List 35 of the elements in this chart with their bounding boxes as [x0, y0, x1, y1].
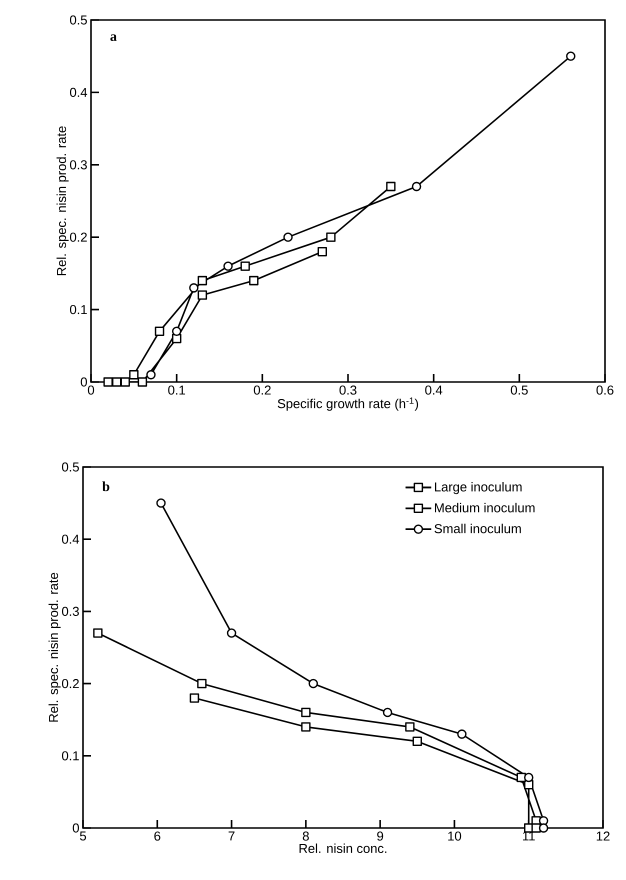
x-tick-label: 5: [80, 832, 86, 841]
y-tick-label: 0.5: [62, 462, 79, 472]
x-tick-label: 7: [228, 832, 235, 840]
x-tick-label: 0.2: [254, 386, 271, 395]
y-tick-label: 0: [80, 377, 87, 387]
x-tick-label: 9: [377, 832, 384, 841]
y-tick-label: 0.3: [70, 160, 87, 170]
y-tick-label: 0: [72, 823, 79, 833]
x-tick-label: 10: [448, 832, 462, 841]
x-tick-label: 0.6: [596, 386, 614, 395]
x-tick-label: 6: [154, 832, 160, 841]
legend-label: Large inoculum: [434, 482, 522, 494]
x-tick-label: 0.3: [340, 386, 356, 395]
x-tick-label: 8: [302, 832, 309, 841]
y-tick-label: 0.1: [62, 751, 79, 760]
y-axis-title: Rel. spec. nisin prod. rate: [48, 572, 61, 722]
y-tick-label: 0.3: [62, 606, 79, 616]
annotation: a: [110, 34, 117, 42]
x-tick-label: 12: [596, 832, 610, 841]
legend-label: Small inoculum: [434, 524, 521, 534]
legend-label: Medium inoculum: [434, 502, 535, 512]
x-tick-label: 0: [88, 386, 94, 395]
x-axis-title: Specific growth rate (h$^{-1}$): [278, 398, 418, 411]
y-tick-label: 0.2: [70, 232, 87, 242]
annotation: b: [102, 481, 110, 492]
y-tick-label: 0.2: [62, 679, 79, 688]
y-tick-label: 0.4: [70, 88, 88, 97]
x-tick-label: 0.4: [425, 386, 442, 395]
x-tick-label: 0.1: [168, 386, 186, 395]
x-tick-label: 0.5: [510, 386, 528, 395]
y-tick-label: 0.5: [70, 15, 87, 25]
y-tick-label: 0.4: [62, 534, 80, 544]
x-axis-title: Rel. nisin conc.: [300, 844, 386, 854]
y-axis-title: Rel. spec. nisin prod. rate: [56, 126, 69, 276]
y-tick-label: 0.1: [70, 305, 87, 314]
